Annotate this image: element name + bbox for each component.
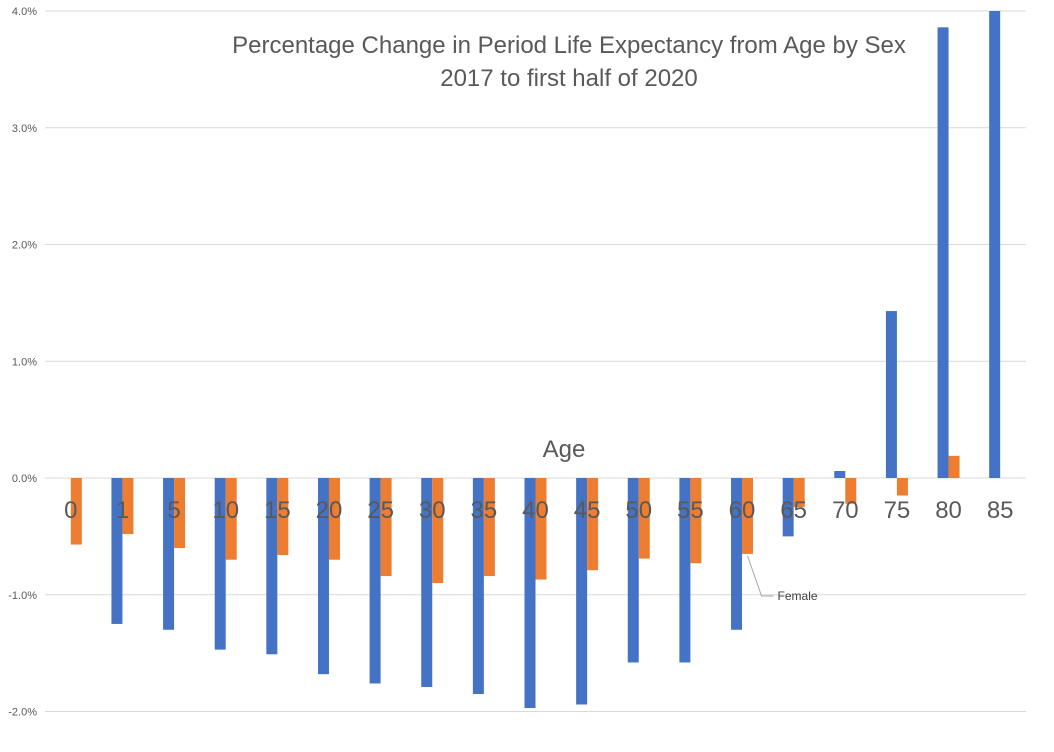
annotation-label: Female	[778, 589, 818, 603]
bar-series-2-age-15	[277, 478, 289, 556]
annotations: Female	[747, 555, 818, 603]
x-tick-label: 75	[884, 497, 911, 524]
bar-series-1-age-85	[989, 11, 1001, 478]
bar-series-2-age-1	[122, 478, 134, 535]
x-tick-label: 35	[471, 497, 498, 524]
bar-series-1-age-45	[576, 478, 588, 705]
x-tick-label: 15	[264, 497, 291, 524]
bar-series-2-age-80	[948, 455, 960, 478]
x-axis-label: Age	[543, 436, 586, 463]
bar-series-1-age-20	[317, 478, 329, 675]
y-tick-label: 3.0%	[12, 123, 37, 135]
y-axis-ticks: -2.0% -1.0% 0.0% 1.0% 2.0% 3.0% 4.0%	[8, 6, 37, 719]
bar-series-2-age-65	[793, 478, 805, 508]
bar-series-1-age-50	[627, 478, 639, 663]
x-tick-label: 0	[64, 497, 77, 524]
bar-series-2-age-35	[483, 478, 495, 577]
bar-series-1-age-1	[111, 478, 123, 624]
bar-series-1-age-75	[885, 311, 897, 478]
bar-series-2-age-40	[535, 478, 547, 580]
x-tick-label: 55	[677, 497, 704, 524]
x-tick-label: 40	[522, 497, 549, 524]
bar-series-2-age-25	[380, 478, 392, 577]
bar-series-1-age-10	[214, 478, 226, 650]
bar-series-1-age-25	[369, 478, 381, 684]
bar-series-1-age-60	[731, 478, 743, 630]
x-tick-label: 70	[832, 497, 859, 524]
bar-series-1-age-55	[679, 478, 691, 663]
x-tick-label: 5	[167, 497, 180, 524]
chart-subtitle: 2017 to first half of 2020	[440, 65, 698, 92]
bar-series-1-age-40	[524, 478, 536, 708]
bars	[70, 11, 1001, 708]
x-tick-label: 50	[625, 497, 652, 524]
y-tick-label: 1.0%	[12, 356, 37, 368]
x-tick-label: 30	[419, 497, 446, 524]
bar-series-1-age-70	[834, 471, 846, 478]
x-tick-label: 25	[367, 497, 394, 524]
bar-series-2-age-55	[690, 478, 702, 564]
x-tick-label: 1	[116, 497, 129, 524]
y-tick-label: -1.0%	[8, 590, 37, 602]
bar-series-2-age-10	[225, 478, 237, 560]
bar-series-2-age-30	[432, 478, 444, 584]
x-tick-label: 65	[780, 497, 807, 524]
y-tick-label: 2.0%	[12, 240, 37, 252]
bar-series-1-age-15	[266, 478, 278, 655]
x-tick-label: 45	[574, 497, 601, 524]
x-tick-label: 60	[729, 497, 756, 524]
bar-series-1-age-35	[472, 478, 484, 694]
y-tick-label: 0.0%	[12, 473, 37, 485]
x-tick-label: 10	[212, 497, 239, 524]
bar-series-2-age-70	[845, 478, 857, 504]
x-tick-label: 85	[987, 497, 1014, 524]
bar-series-1-age-5	[163, 478, 175, 630]
bar-series-1-age-65	[782, 478, 794, 537]
y-tick-label: -2.0%	[8, 707, 37, 719]
x-tick-label: 20	[316, 497, 343, 524]
bar-series-1-age-80	[937, 27, 949, 478]
bar-series-2-age-0	[70, 478, 82, 545]
x-axis-ticks: 0 1 5 10 15 20 25 30 35 40 45 50 55 60 65 70 75 80 85	[64, 497, 1013, 524]
bar-series-2-age-50	[638, 478, 650, 559]
bar-series-2-age-75	[896, 478, 908, 496]
bar-series-2-age-45	[587, 478, 599, 571]
chart-title: Percentage Change in Period Life Expecta…	[232, 32, 906, 59]
x-tick-label: 80	[935, 497, 962, 524]
bar-series-2-age-60	[742, 478, 754, 554]
annotation-leader-line	[747, 555, 774, 597]
y-tick-label: 4.0%	[12, 6, 37, 18]
bar-series-1-age-30	[421, 478, 433, 687]
bar-series-2-age-20	[328, 478, 340, 560]
bar-series-2-age-5	[174, 478, 186, 549]
